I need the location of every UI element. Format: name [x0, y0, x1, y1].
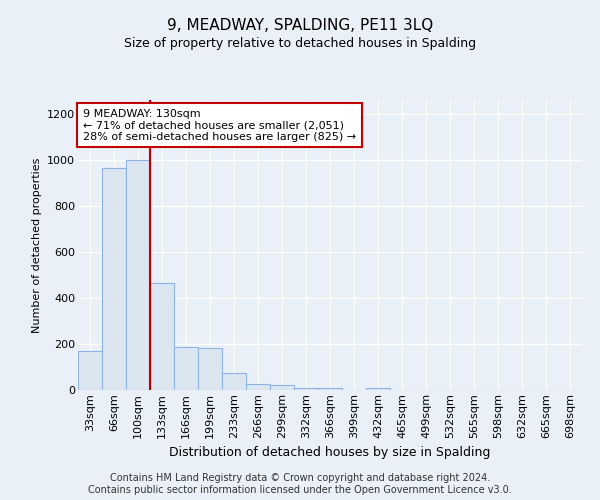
Bar: [174, 348, 198, 390]
Bar: [366, 388, 390, 390]
Text: 9, MEADWAY, SPALDING, PE11 3LQ: 9, MEADWAY, SPALDING, PE11 3LQ: [167, 18, 433, 32]
Bar: [126, 160, 150, 390]
Bar: [222, 372, 246, 390]
Text: 9 MEADWAY: 130sqm
← 71% of detached houses are smaller (2,051)
28% of semi-detac: 9 MEADWAY: 130sqm ← 71% of detached hous…: [83, 108, 356, 142]
Bar: [102, 168, 126, 390]
Bar: [198, 348, 222, 390]
Bar: [318, 388, 342, 390]
Bar: [150, 282, 174, 390]
Text: Contains HM Land Registry data © Crown copyright and database right 2024.
Contai: Contains HM Land Registry data © Crown c…: [88, 474, 512, 495]
Y-axis label: Number of detached properties: Number of detached properties: [32, 158, 41, 332]
Bar: [78, 351, 102, 390]
Bar: [270, 386, 294, 390]
X-axis label: Distribution of detached houses by size in Spalding: Distribution of detached houses by size …: [169, 446, 491, 459]
Bar: [294, 388, 318, 390]
Text: Size of property relative to detached houses in Spalding: Size of property relative to detached ho…: [124, 38, 476, 51]
Bar: [246, 384, 270, 390]
